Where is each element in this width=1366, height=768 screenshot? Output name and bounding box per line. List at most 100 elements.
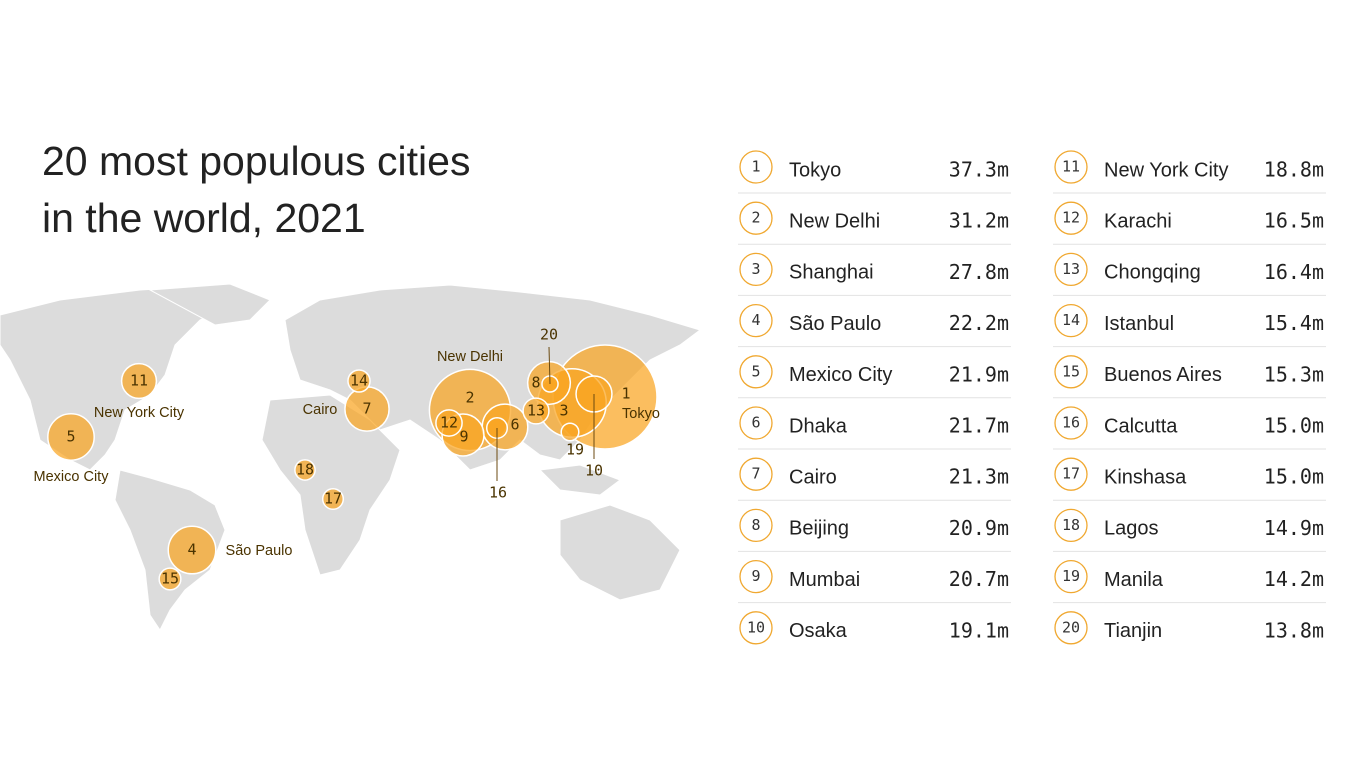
bubble-rank: 20 xyxy=(540,326,558,344)
rank-number: 9 xyxy=(751,567,760,585)
bubble-rank: 9 xyxy=(459,428,468,446)
rank-circle xyxy=(1054,508,1088,543)
bubble-rank: 11 xyxy=(130,372,148,390)
rank-number: 3 xyxy=(751,260,760,278)
rank-circle xyxy=(739,252,773,287)
rank-circle xyxy=(1054,457,1088,491)
city-population: 15.3m xyxy=(1264,362,1324,386)
bubble-rank: 6 xyxy=(510,416,519,434)
bubble-rank: 4 xyxy=(187,541,196,559)
rank-number: 11 xyxy=(1062,158,1080,176)
rank-number: 8 xyxy=(751,516,760,534)
city-name: Lagos xyxy=(1104,518,1159,540)
city-bubble xyxy=(294,459,316,481)
city-name: Chongqing xyxy=(1104,262,1201,284)
rank-number: 18 xyxy=(1062,516,1080,534)
rank-circle xyxy=(1054,252,1088,287)
city-name: Dhaka xyxy=(789,415,848,437)
bubble-rank: 3 xyxy=(559,402,568,420)
bubble-rank: 2 xyxy=(465,389,474,407)
city-name: New Delhi xyxy=(789,210,880,232)
city-name: New York City xyxy=(1104,159,1229,181)
city-name: Tokyo xyxy=(789,159,841,181)
city-population: 14.2m xyxy=(1264,567,1324,591)
city-name: Buenos Aires xyxy=(1104,364,1222,386)
rank-circle xyxy=(739,303,773,338)
city-population: 21.3m xyxy=(949,465,1009,489)
city-population: 37.3m xyxy=(949,158,1009,182)
bubble-rank: 13 xyxy=(527,402,545,420)
city-bubble xyxy=(560,422,580,442)
rank-number: 19 xyxy=(1062,567,1080,585)
city-population: 22.2m xyxy=(949,311,1009,335)
bubble-rank: 18 xyxy=(296,461,314,479)
city-population: 20.9m xyxy=(949,516,1009,540)
bubbles: 1 Tokyo 2 New Delhi 3 4 São Paulo 5 Mexico City 6… xyxy=(34,326,660,591)
city-bubble xyxy=(120,362,158,400)
city-name: Tianjin xyxy=(1104,620,1162,642)
map-city-label: New York City xyxy=(94,405,185,421)
rank-circle xyxy=(1054,559,1088,594)
city-population: 20.7m xyxy=(949,567,1009,591)
city-population: 15.4m xyxy=(1264,311,1324,335)
rank-circle xyxy=(739,201,773,235)
map-city-label: Mexico City xyxy=(34,469,110,485)
city-bubble xyxy=(47,413,95,461)
rank-number: 6 xyxy=(751,414,760,432)
rank-number: 1 xyxy=(751,158,760,176)
rank-number: 13 xyxy=(1062,260,1080,278)
rank-circle xyxy=(739,611,773,645)
city-name: Istanbul xyxy=(1104,313,1174,335)
city-bubble xyxy=(522,397,550,425)
city-name: Mexico City xyxy=(789,364,892,386)
city-population: 27.8m xyxy=(949,260,1009,284)
world-map xyxy=(0,283,702,631)
city-name: Kinshasa xyxy=(1104,466,1187,488)
bubble-rank: 14 xyxy=(350,372,368,390)
rank-number: 10 xyxy=(747,618,765,636)
bubble-rank: 10 xyxy=(585,462,603,480)
rank-number: 15 xyxy=(1062,362,1080,380)
city-name: Manila xyxy=(1104,569,1164,591)
city-population: 21.7m xyxy=(949,414,1009,438)
rank-circle xyxy=(739,150,773,184)
rank-circle xyxy=(739,406,773,440)
map-city-label: São Paulo xyxy=(226,543,293,559)
rank-circle xyxy=(1054,406,1088,440)
bubble-rank: 17 xyxy=(324,490,342,508)
rank-number: 16 xyxy=(1062,414,1080,432)
rank-circle xyxy=(1054,150,1088,184)
city-name: Osaka xyxy=(789,620,848,642)
rank-circle xyxy=(739,508,773,543)
ranking-table: 1 Tokyo 37.3m 2 New Delhi 31.2m 3 Shanghai 27.8m… xyxy=(738,150,1326,645)
rank-number: 4 xyxy=(751,311,760,329)
bubble-rank: 5 xyxy=(66,428,75,446)
city-name: Karachi xyxy=(1104,210,1172,232)
city-name: Mumbai xyxy=(789,569,860,591)
bubble-rank: 19 xyxy=(566,441,584,459)
map-city-label: Cairo xyxy=(303,402,338,418)
rank-number: 2 xyxy=(751,209,760,227)
bubble-rank: 15 xyxy=(161,570,179,588)
rank-circle xyxy=(739,355,773,389)
city-population: 16.5m xyxy=(1264,209,1324,233)
city-population: 13.8m xyxy=(1264,618,1324,642)
city-name: Beijing xyxy=(789,518,849,540)
map-city-label: Tokyo xyxy=(622,406,660,422)
rank-number: 20 xyxy=(1062,618,1080,636)
rank-number: 5 xyxy=(751,362,760,380)
city-population: 15.0m xyxy=(1264,465,1324,489)
city-name: São Paulo xyxy=(789,313,881,335)
city-population: 19.1m xyxy=(949,618,1009,642)
leader-line xyxy=(548,346,551,385)
rank-circle xyxy=(1054,611,1088,645)
rank-circle xyxy=(1054,303,1088,338)
rank-number: 14 xyxy=(1062,311,1080,329)
city-population: 18.8m xyxy=(1264,158,1324,182)
city-bubble xyxy=(158,567,182,591)
map-city-label: New Delhi xyxy=(437,349,503,365)
city-population: 14.9m xyxy=(1264,516,1324,540)
bubble-rank: 7 xyxy=(362,400,371,418)
bubble-rank: 12 xyxy=(440,414,458,432)
